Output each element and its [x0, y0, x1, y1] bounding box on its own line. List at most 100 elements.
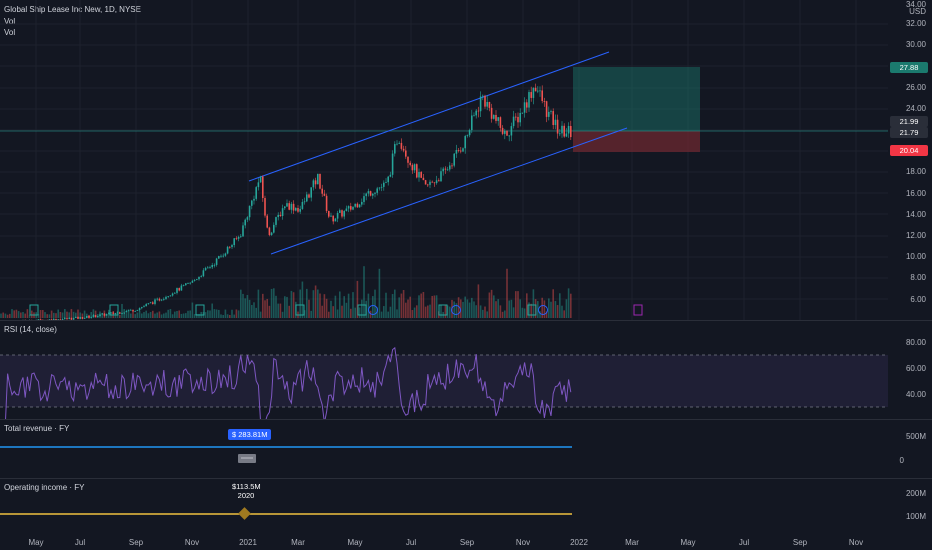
volume-bar [339, 291, 341, 318]
candle-body [240, 236, 242, 238]
pane-separator[interactable] [0, 478, 932, 479]
candle-body [486, 101, 488, 107]
candle-body [237, 236, 240, 239]
candle-body [165, 296, 167, 299]
candle-body [334, 218, 337, 222]
volume-bar [259, 311, 262, 318]
income-pane[interactable] [0, 479, 932, 535]
earnings-icon [109, 304, 119, 316]
volume-bar [431, 295, 433, 318]
revenue-pane[interactable] [0, 420, 932, 478]
channel-upper-line[interactable] [248, 51, 610, 182]
rsi-chart [0, 346, 888, 419]
volume-bar [257, 289, 260, 318]
candle-body [389, 174, 392, 177]
volume-bar [471, 297, 473, 318]
candle-body [523, 102, 526, 113]
candle-body [380, 186, 383, 188]
candle-body [125, 310, 128, 313]
volume-bar [193, 314, 196, 318]
candle-body [123, 312, 125, 314]
candle-body [277, 214, 279, 218]
pane-separator[interactable] [0, 419, 932, 420]
volume-bar [171, 314, 174, 318]
candle-body [488, 101, 491, 108]
volume-bar [486, 311, 488, 318]
candle-body [61, 319, 64, 320]
volume-bar [244, 298, 246, 318]
candle-body [39, 319, 42, 320]
candle-body [176, 288, 178, 293]
volume-bar [167, 309, 169, 318]
channel-lower-line[interactable] [270, 127, 628, 255]
volume-bar [237, 310, 240, 318]
candle-body [114, 313, 117, 314]
time-axis-label: 2021 [239, 538, 257, 547]
volume-bar [17, 311, 20, 318]
revenue-chart [0, 446, 572, 463]
candle-body [413, 164, 416, 171]
candle-body [444, 168, 447, 170]
candle-body [548, 111, 550, 117]
candle-body [178, 288, 180, 291]
candle-body [171, 293, 174, 296]
candle-body [372, 193, 374, 196]
rsi-pane[interactable] [0, 321, 932, 419]
price-axis-label: 14.00 [905, 209, 926, 219]
volume-bar [83, 310, 86, 318]
volume-bar [567, 288, 570, 318]
earnings-markers[interactable] [29, 304, 643, 316]
volume-bar [191, 302, 194, 318]
volume-bar [479, 305, 482, 318]
volume-bar [484, 306, 486, 318]
volume-bar [273, 288, 275, 318]
volume-bar [548, 298, 550, 318]
loss-zone[interactable] [573, 131, 700, 152]
price-pane[interactable] [0, 0, 932, 320]
candle-body [251, 200, 253, 206]
volume-bar [165, 312, 167, 318]
volume-bar [510, 299, 513, 318]
candle-body [512, 116, 515, 127]
candle-body [233, 238, 235, 246]
volume-bar [537, 301, 539, 318]
candle-body [55, 318, 57, 320]
volume-bar [363, 266, 365, 318]
volume-bar [354, 307, 356, 318]
candle-body [455, 149, 458, 154]
price-chart[interactable] [0, 0, 932, 320]
volume-bar [59, 312, 62, 318]
candle-body [365, 193, 367, 197]
volume-bar [292, 292, 295, 318]
time-axis-label: Jul [405, 538, 417, 547]
volume-bar [68, 312, 70, 318]
candle-body [482, 95, 484, 97]
candle-body [433, 182, 436, 184]
volume-bar [226, 314, 229, 318]
candle-body [303, 201, 306, 203]
volume-bar [37, 314, 40, 318]
candle-body [284, 206, 286, 209]
volume-bar [4, 313, 7, 318]
volume-bar [561, 305, 563, 318]
volume-bar [284, 296, 286, 318]
candle-body [405, 150, 407, 157]
profit-zone[interactable] [573, 67, 700, 131]
volume-bar [411, 310, 414, 318]
volume-bar [169, 309, 172, 318]
volume-bar [330, 300, 332, 318]
volume-bar [86, 313, 88, 318]
candle-body [497, 117, 499, 121]
volume-bar [20, 312, 22, 318]
volume-bar [552, 289, 554, 318]
candle-body [352, 206, 354, 210]
volume-bar [314, 285, 317, 318]
pane-separator[interactable] [0, 320, 932, 321]
volume-bar [422, 291, 425, 318]
time-axis-label: 2022 [570, 538, 588, 547]
candle-body [94, 315, 97, 317]
volume-bar [495, 301, 497, 318]
volume-bar [424, 306, 427, 318]
volume-bar [72, 311, 75, 318]
candle-body [435, 180, 438, 184]
